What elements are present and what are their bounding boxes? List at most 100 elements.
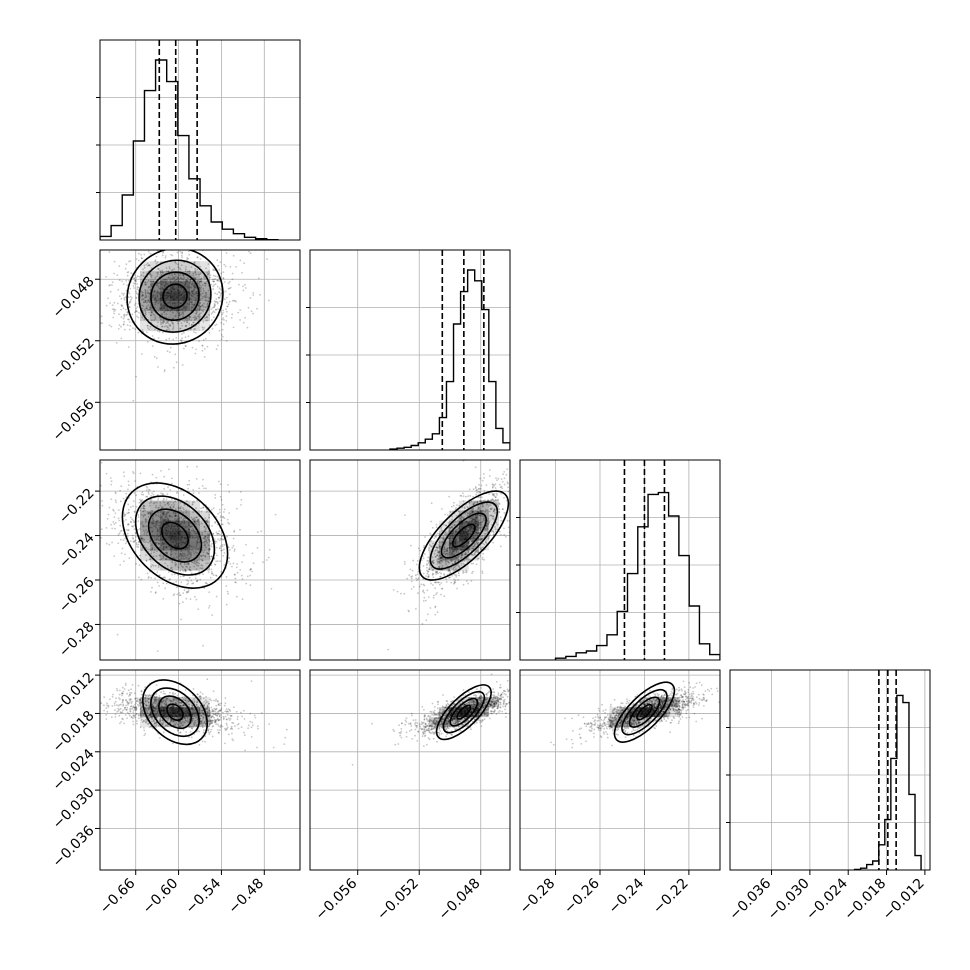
scatter-point [512,505,514,507]
hist-panel-1 [306,249,511,451]
scatter-point [82,527,84,529]
scatter-point [483,489,486,492]
scatter-point [124,542,127,545]
scatter-point [179,250,182,253]
scatter-point [494,526,496,528]
scatter-point [440,572,443,575]
contours [121,482,229,589]
axes-frame [99,249,301,451]
scatter-point [467,518,470,520]
scatter-point [430,502,433,505]
scatter-point [175,314,177,317]
scatter-point [452,570,455,573]
scatter-point [215,323,218,326]
scatter-point [187,335,190,338]
scatter-point [475,516,478,519]
scatter-point [453,501,455,504]
scatter-point [188,568,191,571]
scatter-point [212,719,215,722]
scatter-point [216,279,219,281]
scatter-point [163,321,166,323]
scatter-point [471,540,473,543]
scatter-point [202,223,204,225]
scatter-point [176,518,179,521]
density-cell [160,321,170,332]
scatter-point [423,584,426,587]
scatter-point [210,544,212,547]
scatter-point [435,523,438,526]
scatter-point [210,706,213,709]
density-cell [438,520,449,531]
scatter-point [190,286,193,289]
scatter-point [194,316,197,318]
density-cell [200,261,210,272]
scatter-point [136,315,138,318]
scatter-point [217,719,220,722]
scatter-point [218,291,221,293]
scatter-point [472,562,475,565]
scatter-point [213,538,216,541]
scatter-point [457,559,460,562]
scatter-point [175,515,177,517]
scatter-point [460,495,463,497]
scatter-point [202,305,205,308]
density-cell [200,540,210,551]
density-cell [160,291,170,302]
scatter-point [531,480,533,482]
scatter-point [220,702,223,705]
scatter-point [209,720,212,723]
scatter-point [427,549,430,552]
scatter-point [141,307,144,310]
scatter-point [437,572,439,575]
scatter-point [157,543,160,545]
scatter-point [178,594,181,597]
scatter-point [163,370,166,373]
scatter-point [503,477,506,480]
scatter-point [486,524,488,527]
scatter-point [194,560,196,562]
scatter-point [201,304,204,307]
scatter-point [490,508,492,510]
scatter-point [410,544,412,547]
scatter-point [127,488,129,491]
scatter-point [85,693,87,695]
scatter-point [434,587,436,590]
scatter-point [173,716,176,719]
axes-frame [309,459,511,661]
scatter-point [153,319,156,321]
scatter-point [228,522,231,525]
scatter-point [208,547,211,550]
scatter-point [479,515,482,517]
scatter-point [448,561,451,564]
scatter-point [443,524,445,526]
scatter-point [158,330,161,333]
scatter-point [218,287,221,290]
scatter-point [171,320,173,323]
scatter-point [204,282,207,285]
scatter-point [132,723,135,726]
scatter-panel-2-0: −0.28−0.26−0.24−0.22 [56,459,301,661]
scatter-point [209,576,212,579]
scatter-point [128,328,131,331]
scatter-point [471,510,473,512]
scatter-point [151,586,153,589]
scatter-point [171,573,174,576]
scatter-point [137,543,140,546]
scatter-point [233,300,235,302]
scatter-point [168,691,171,694]
density-cell [140,520,150,531]
scatter-point [223,263,226,266]
scatter-point [133,707,136,710]
scatter-point [192,288,195,291]
scatter-point [113,555,116,557]
scatter-point [150,495,153,497]
scatter-point [147,309,149,311]
scatter-point [469,513,472,515]
scatter-point [462,562,465,565]
scatter-point [126,532,129,535]
scatter-point [187,591,190,593]
scatter-point [464,551,467,554]
hist-panel-2 [516,459,721,661]
density-cell [150,530,160,541]
scatter-point [468,513,471,515]
